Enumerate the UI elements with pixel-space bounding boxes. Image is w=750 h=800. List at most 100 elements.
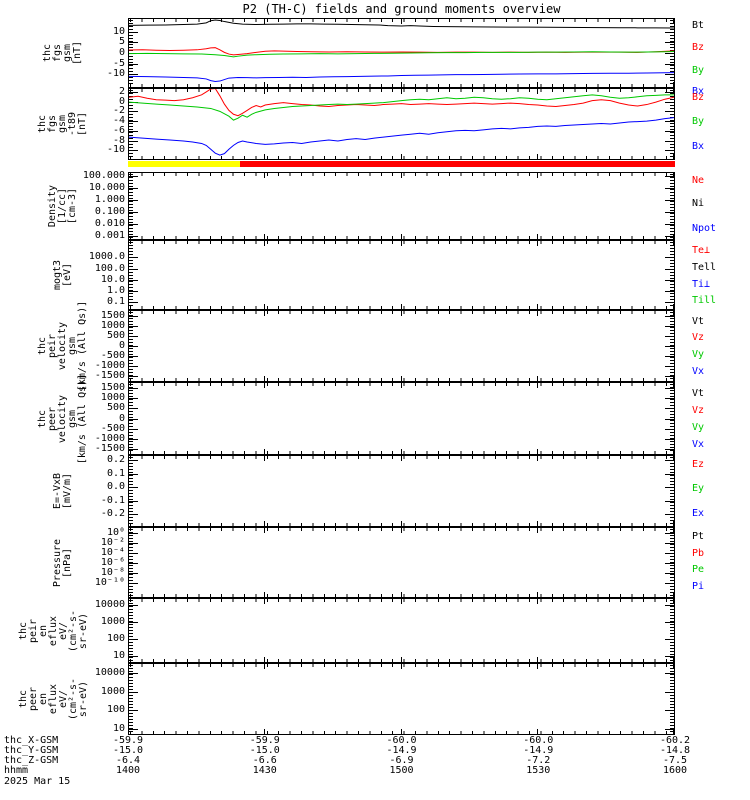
y-major-tick — [129, 280, 138, 281]
y-major-tick — [129, 42, 138, 43]
y-major-tick — [665, 141, 674, 142]
x-major-tick — [128, 311, 129, 316]
x-major-tick — [400, 528, 402, 533]
x-major-tick — [673, 521, 674, 526]
y-axis-label: thc fgs gsm [nT] — [42, 41, 83, 65]
x-minor-ticks — [130, 311, 673, 314]
x-major-tick — [400, 89, 402, 94]
y-major-tick — [129, 92, 138, 93]
y-major-tick — [129, 692, 138, 693]
y-tick-label: -500 — [100, 422, 125, 434]
axis-row-value: 1400 — [115, 765, 141, 776]
x-major-tick — [673, 241, 674, 246]
trace-label-till: Till — [692, 295, 717, 306]
x-major-tick — [536, 19, 538, 24]
x-major-tick — [536, 664, 538, 669]
y-major-tick — [665, 102, 674, 103]
y-major-tick — [129, 200, 138, 201]
panel-peer-velocity: 1500 1000 500 0 -500 -1000 -1500 thc peer velocit… — [37, 373, 704, 463]
x-major-tick — [128, 234, 129, 239]
y-major-tick — [665, 121, 674, 122]
trace-label-bz: Bz — [692, 92, 705, 103]
y-axis-label-line: [nPa] — [62, 547, 73, 578]
panel-pressure: 10⁰ 10⁻² 10⁻⁴ 10⁻⁶ 10⁻⁸ 10⁻¹⁰ Pressure [nPa] Pt P… — [52, 527, 704, 598]
axis-row-value: 1530 — [526, 765, 551, 776]
y-tick-label: 1000 — [100, 319, 125, 331]
y-major-tick — [665, 356, 674, 357]
y-tick-label: -2 — [112, 105, 125, 117]
x-major-tick — [400, 173, 402, 178]
y-major-tick — [129, 269, 138, 270]
y-major-tick — [129, 553, 138, 554]
y-major-tick — [665, 269, 674, 270]
y-major-tick — [129, 533, 138, 534]
trace-label-vy: Vy — [692, 349, 705, 360]
trace-canvas — [129, 19, 674, 87]
x-major-tick — [400, 521, 402, 526]
x-major-tick — [264, 376, 266, 381]
y-axis-label: Pressure [nPa] — [52, 538, 73, 586]
panel-fgs-gsm: 10 5 0 -5 -10 thc fgs gsm [nT] Bt Bz By Bx — [42, 18, 704, 97]
panel-peir-eflux: 10000 1000 100 10 thc peir en eflux eV/(cm²-s-sr… — [18, 598, 675, 663]
trace-bx — [129, 73, 674, 82]
axis-row-value: -14.9 — [386, 745, 417, 756]
y-tick-label: 0 — [118, 412, 125, 424]
y-tick-label: 1.000 — [94, 193, 125, 205]
y-tick-label: 10.000 — [88, 181, 125, 193]
date-label: 2025 Mar 15 — [4, 776, 71, 787]
quality-segment-yellow — [128, 161, 241, 167]
axis-row-label: thc_Z-GSM — [4, 755, 59, 766]
x-major-tick — [536, 599, 538, 604]
x-major-tick — [536, 383, 538, 388]
y-major-tick — [129, 366, 138, 367]
y-major-tick — [129, 356, 138, 357]
x-major-tick — [264, 449, 266, 454]
panel-peer-eflux: 10000 1000 100 10 thc peer en eflux eV/(cm²-s-sr… — [18, 663, 675, 735]
y-major-tick — [665, 212, 674, 213]
axis-row-value: -15.0 — [249, 745, 280, 756]
y-tick-label: 10.0 — [100, 273, 125, 285]
y-tick-label: 10⁻⁴ — [100, 547, 125, 559]
y-tick-label: 0 — [118, 47, 125, 58]
x-minor-ticks — [130, 19, 673, 22]
y-tick-label: 100.000 — [82, 169, 125, 181]
y-major-tick — [665, 53, 674, 54]
panel-fgs-gsm-t89: 2 0 -2 -4 -6 -8 -10 thc fgs gsm -t89 [nT] Bz By Bx — [37, 86, 704, 160]
y-axis-label: thc peer en eflux eV/(cm²-s-sr-eV) — [18, 678, 89, 720]
y-major-tick — [665, 388, 674, 389]
y-major-tick — [665, 673, 674, 674]
y-minor-ticks — [670, 90, 674, 158]
y-major-tick — [129, 257, 138, 258]
panel-peir-velocity: 1500 1000 500 0 -500 -1000 -1500 thc peir velocit… — [37, 301, 704, 391]
axis-row-thc-x-gsm: thc_X-GSM -59.9 -59.9 -60.0 -60.0 -60.2 — [0, 736, 750, 746]
y-minor-ticks — [129, 174, 133, 238]
y-major-tick — [129, 224, 138, 225]
x-major-tick — [673, 599, 674, 604]
trace-label-bx: Bx — [692, 141, 705, 152]
axis-row-value: -60.0 — [386, 735, 417, 746]
x-major-tick — [264, 657, 266, 662]
y-tick-label: 100 — [106, 704, 125, 716]
x-major-tick — [128, 173, 129, 178]
trace-label-vx: Vx — [692, 366, 705, 377]
panel-efield: 0.2 0.1 0.0 -0.1 -0.2 E=-VxB [mV/m] Ez Ey Ex — [52, 455, 704, 527]
axis-row-value: -6.9 — [389, 755, 414, 766]
x-major-tick — [264, 729, 266, 734]
y-major-tick — [665, 111, 674, 112]
y-major-tick — [129, 656, 138, 657]
y-major-tick — [129, 514, 138, 515]
trace-label-tell: Tell — [692, 262, 717, 273]
y-minor-ticks — [129, 90, 133, 158]
x-major-tick — [536, 82, 538, 87]
y-axis-label-line: [nT] — [77, 111, 88, 137]
y-minor-ticks — [129, 529, 133, 596]
x-major-tick — [128, 521, 129, 526]
x-major-tick — [536, 304, 538, 309]
y-major-tick — [129, 376, 138, 377]
y-major-tick — [665, 376, 674, 377]
y-tick-label: 0.0 — [106, 480, 125, 492]
y-major-tick — [665, 188, 674, 189]
x-major-tick — [128, 449, 129, 454]
y-major-tick — [665, 487, 674, 488]
panel-temperature: 1000.0 100.0 10.0 1.0 0.1 mogt3 [eV] Te⊥ Tell Ti⊥… — [52, 240, 716, 310]
